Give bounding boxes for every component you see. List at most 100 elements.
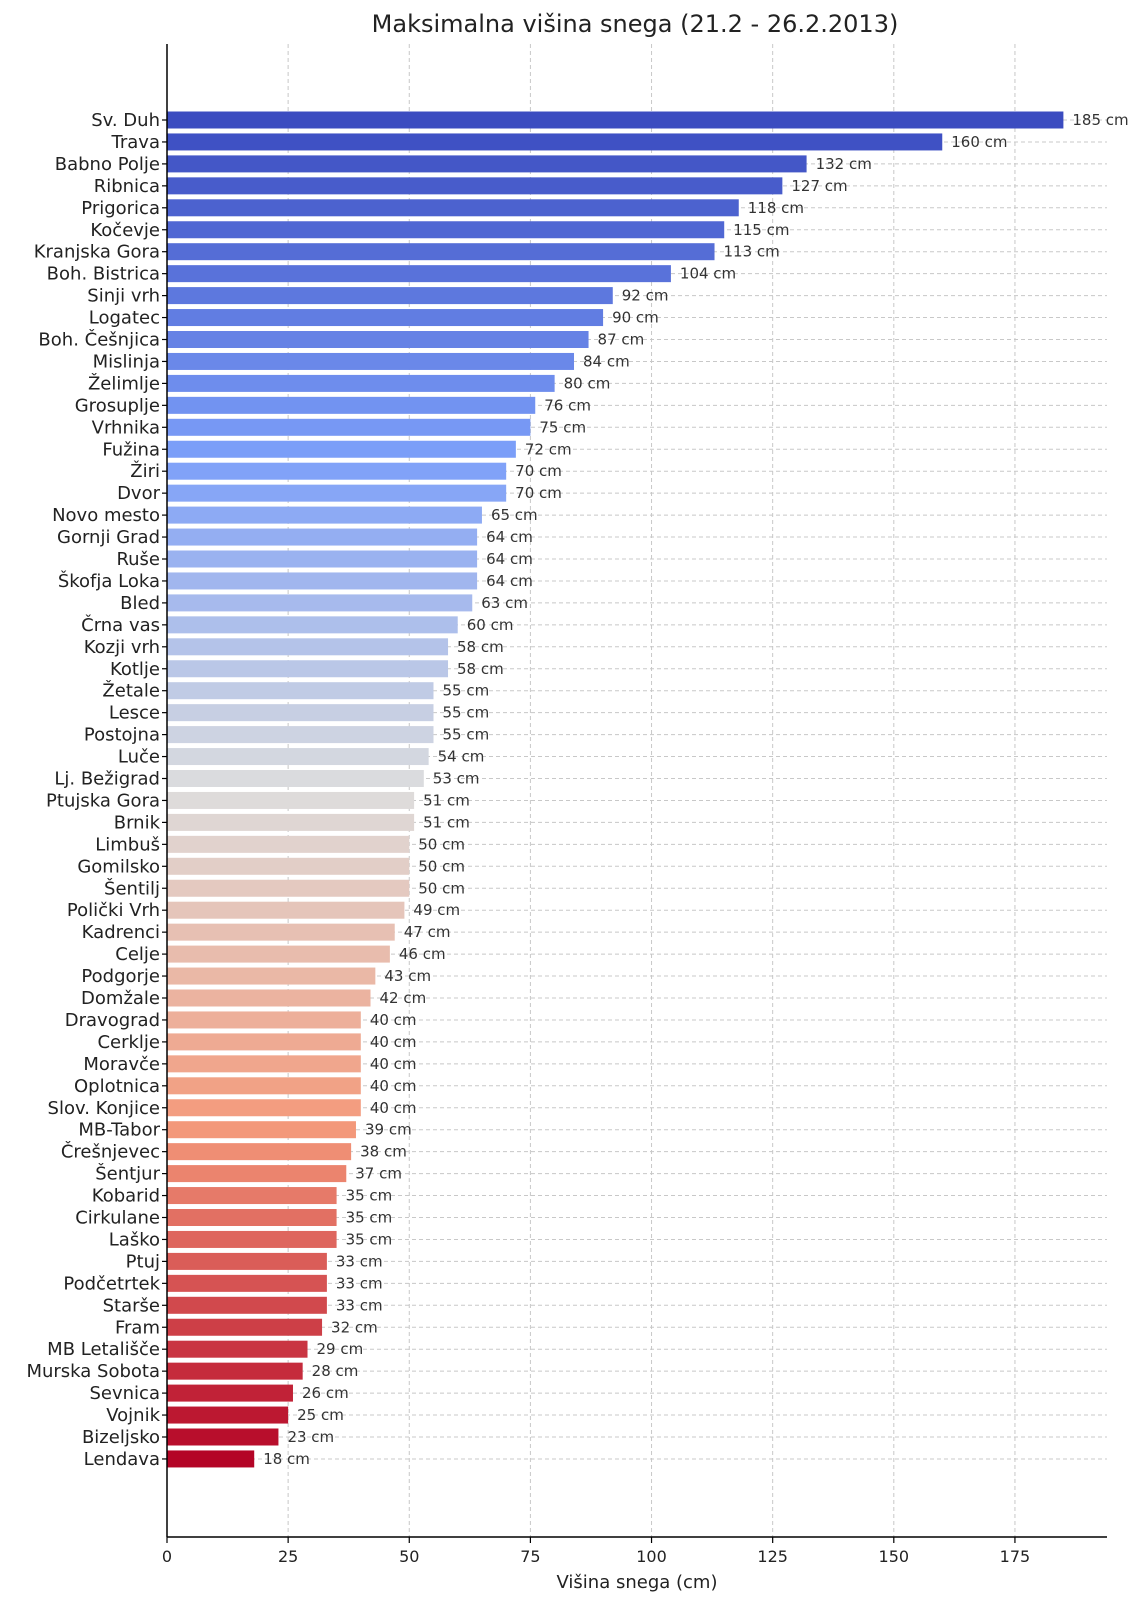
value-label: 60 cm (467, 616, 514, 634)
x-tick-label: 175 (1000, 1547, 1031, 1566)
category-label: Želimlje (88, 372, 160, 394)
category-label: Škofja Loka (58, 570, 160, 592)
category-label: Starše (103, 1295, 160, 1316)
bar (167, 835, 410, 853)
category-label: Cirkulane (75, 1208, 160, 1229)
value-label: 32 cm (331, 1318, 378, 1336)
bar (167, 287, 613, 305)
value-label: 40 cm (370, 1077, 417, 1095)
category-label: Kadrenci (82, 922, 160, 943)
bar (167, 440, 516, 458)
category-label: Boh. Češnjica (38, 329, 160, 351)
bar (167, 660, 449, 678)
category-label: Ptujska Gora (46, 790, 160, 811)
category-label: Sv. Duh (91, 110, 160, 131)
bar (167, 331, 589, 348)
bar (167, 528, 478, 546)
value-label: 87 cm (598, 331, 645, 349)
value-label: 49 cm (413, 901, 460, 919)
category-label: Mislinja (93, 351, 160, 372)
bar (167, 923, 395, 941)
bar (167, 1406, 289, 1424)
bar (167, 221, 725, 239)
bar (167, 1033, 361, 1051)
category-label: Podčetrtek (63, 1273, 160, 1294)
value-label: 40 cm (370, 1033, 417, 1051)
value-label: 76 cm (544, 396, 591, 414)
bar (167, 396, 536, 414)
bar (167, 177, 783, 195)
category-label: Logatec (89, 308, 160, 329)
bar (167, 418, 531, 436)
value-label: 185 cm (1072, 111, 1128, 129)
value-label: 50 cm (418, 835, 465, 853)
bar (167, 901, 405, 919)
bar (167, 813, 415, 831)
value-label: 37 cm (355, 1165, 402, 1183)
value-label: 23 cm (287, 1428, 334, 1446)
category-label: Žetale (102, 680, 160, 702)
bar (167, 1011, 361, 1029)
value-label: 160 cm (951, 133, 1007, 151)
value-label: 55 cm (442, 704, 489, 722)
category-label: Kozji vrh (84, 637, 160, 658)
bar (167, 1384, 293, 1402)
category-label: Grosuplje (75, 395, 160, 416)
bar (167, 857, 410, 875)
bar (167, 594, 473, 612)
value-label: 35 cm (346, 1230, 393, 1248)
bar (167, 572, 478, 590)
value-label: 70 cm (515, 462, 562, 480)
bar (167, 374, 555, 392)
value-label: 75 cm (539, 418, 586, 436)
category-label: Žiri (130, 460, 160, 482)
category-label: Bizeljsko (82, 1427, 160, 1448)
bar (167, 265, 671, 283)
bar (167, 1077, 361, 1095)
category-label: Moravče (83, 1054, 160, 1075)
category-label: Luče (118, 747, 160, 768)
value-label: 113 cm (724, 243, 780, 261)
category-label: Podgorje (81, 966, 160, 987)
value-label: 118 cm (748, 199, 804, 217)
value-label: 51 cm (423, 791, 470, 809)
value-label: 64 cm (486, 550, 533, 568)
value-label: 51 cm (423, 813, 470, 831)
value-label: 39 cm (365, 1121, 412, 1139)
value-label: 50 cm (418, 857, 465, 875)
x-tick-label: 125 (757, 1547, 788, 1566)
value-label: 40 cm (370, 1099, 417, 1117)
category-label: Kobarid (92, 1186, 160, 1207)
chart-title: Maksimalna višina snega (21.2 - 26.2.201… (372, 10, 899, 38)
bar (167, 506, 482, 524)
category-label: MB Letališče (47, 1339, 160, 1360)
category-label: Kočevje (90, 220, 160, 241)
value-label: 65 cm (491, 506, 538, 524)
category-label: Fužina (102, 439, 160, 460)
value-label: 90 cm (612, 309, 659, 327)
category-label: MB-Tabor (78, 1120, 160, 1141)
value-label: 92 cm (622, 287, 669, 305)
bar (167, 484, 507, 502)
value-label: 35 cm (346, 1187, 393, 1205)
value-label: 127 cm (791, 177, 847, 195)
category-label: Bled (120, 593, 160, 614)
value-label: 54 cm (438, 748, 485, 766)
category-label: Cerklje (97, 1032, 160, 1053)
category-label: Babno Polje (55, 154, 160, 175)
bar (167, 879, 410, 897)
category-label: Lesce (109, 703, 160, 724)
bar (167, 199, 739, 217)
bar (167, 989, 371, 1007)
value-label: 104 cm (680, 265, 736, 283)
value-label: 64 cm (486, 528, 533, 546)
bar (167, 550, 478, 568)
bar (167, 1274, 327, 1292)
bar (167, 638, 449, 656)
x-axis-title: Višina snega (cm) (557, 1572, 718, 1593)
bar (167, 748, 429, 766)
category-label: Boh. Bistrica (47, 264, 160, 285)
bar (167, 945, 390, 963)
